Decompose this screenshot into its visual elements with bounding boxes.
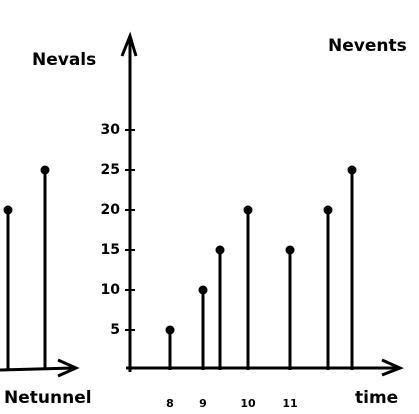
- x-axis: [0, 366, 75, 372]
- x-axis-label: time: [355, 388, 398, 408]
- stem-marker: [215, 245, 225, 255]
- x-axis-arrow: [57, 358, 80, 378]
- stem-marker: [347, 165, 357, 175]
- x-tick-label: 11: [282, 397, 297, 410]
- y-tick-label: 10: [101, 282, 121, 298]
- y-tick-label: 15: [101, 242, 120, 258]
- stem-marker: [40, 165, 50, 175]
- y-tick-label: 25: [101, 162, 120, 178]
- stem-marker: [323, 205, 333, 215]
- stem-marker: [198, 285, 208, 295]
- stem-marker: [243, 205, 253, 215]
- chart-title: Nevents: [328, 36, 407, 56]
- x-axis-arrow: [381, 358, 404, 377]
- x-tick-label: 8: [166, 397, 174, 410]
- y-axis-label: Nevals: [32, 50, 96, 70]
- x-tick-label: 10: [240, 397, 256, 410]
- y-tick-label: 30: [101, 122, 121, 138]
- y-tick-label: 20: [101, 202, 121, 218]
- y-axis-arrow: [120, 31, 138, 57]
- x-axis-label: Netunnel: [4, 388, 92, 408]
- y-tick-label: 5: [110, 322, 120, 338]
- stem-marker: [285, 245, 295, 255]
- stem-marker: [3, 205, 13, 215]
- x-tick-label: 9: [199, 397, 207, 410]
- stem-marker: [165, 325, 175, 335]
